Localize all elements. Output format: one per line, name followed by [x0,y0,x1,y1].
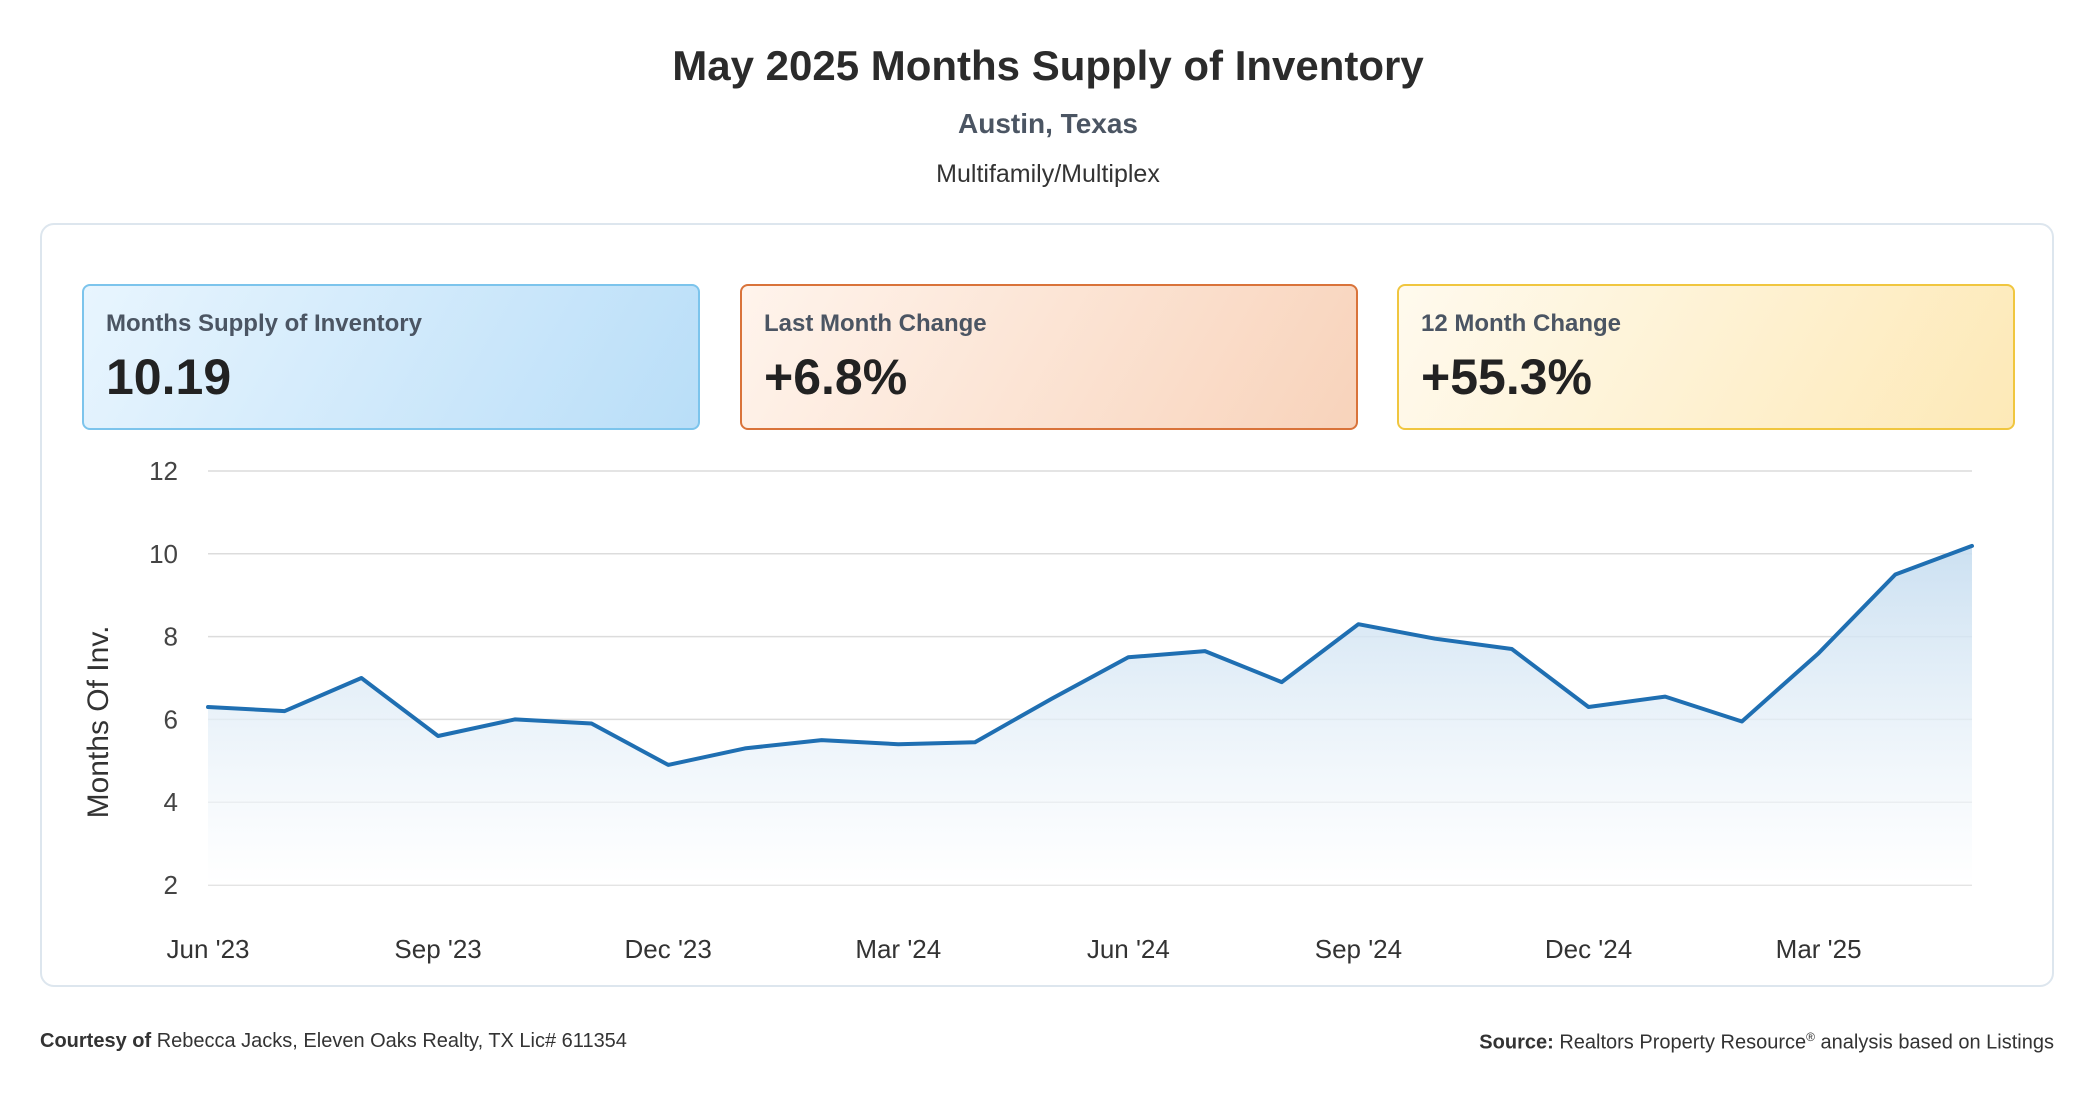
courtesy-label: Courtesy of [40,1030,152,1052]
area-fill [208,545,1972,885]
x-tick-label: Sep '23 [394,934,481,964]
y-axis-label: Months Of Inv. [82,626,115,819]
y-tick-label: 2 [164,870,178,900]
series-line [206,543,1974,767]
months-supply-value: 10.19 [106,349,232,405]
registered-mark: ® [1806,1030,1815,1044]
y-tick-label: 8 [164,622,178,652]
months-supply-card: Months Supply of Inventory 10.19 [82,284,700,430]
y-tick-label: 10 [149,539,178,569]
last-month-change-card: Last Month Change +6.8% [740,284,1358,430]
y-axis-ticks: 2 4 6 8 10 12 [149,456,178,900]
y-tick-label: 4 [164,787,178,817]
x-tick-label: Jun '24 [1087,934,1170,964]
x-tick-label: Dec '24 [1545,934,1632,964]
y-tick-label: 6 [164,704,178,734]
twelve-month-change-card: 12 Month Change +55.3% [1397,284,2015,430]
footer-source: Source: Realtors Property Resource® anal… [1479,1030,2054,1055]
chart-subtitle: Austin, Texas [958,108,1138,139]
x-tick-label: Sep '24 [1315,934,1402,964]
source-label: Source: [1479,1031,1554,1054]
x-tick-label: Mar '24 [855,934,941,964]
last-month-change-label: Last Month Change [764,310,987,337]
last-month-change-value: +6.8% [764,349,908,405]
twelve-month-change-value: +55.3% [1421,349,1592,405]
months-supply-label: Months Supply of Inventory [106,310,422,337]
footer-courtesy: Courtesy of Rebecca Jacks, Eleven Oaks R… [40,1030,627,1053]
source-text: Realtors Property Resource [1559,1031,1807,1054]
source-text-suffix: analysis based on Listings [1814,1031,2055,1054]
y-tick-label: 12 [149,456,178,486]
x-axis-ticks: Jun '23 Sep '23 Dec '23 Mar '24 Jun '24 Sep '… [166,934,1861,964]
x-tick-label: Jun '23 [166,934,249,964]
courtesy-text: Rebecca Jacks, Eleven Oaks Realty, TX Li… [156,1030,627,1052]
x-tick-label: Dec '23 [625,934,712,964]
twelve-month-change-label: 12 Month Change [1421,310,1622,337]
property-category: Multifamily/Multiplex [936,160,1160,188]
x-tick-label: Mar '25 [1776,934,1862,964]
chart-title: May 2025 Months Supply of Inventory [672,42,1424,89]
